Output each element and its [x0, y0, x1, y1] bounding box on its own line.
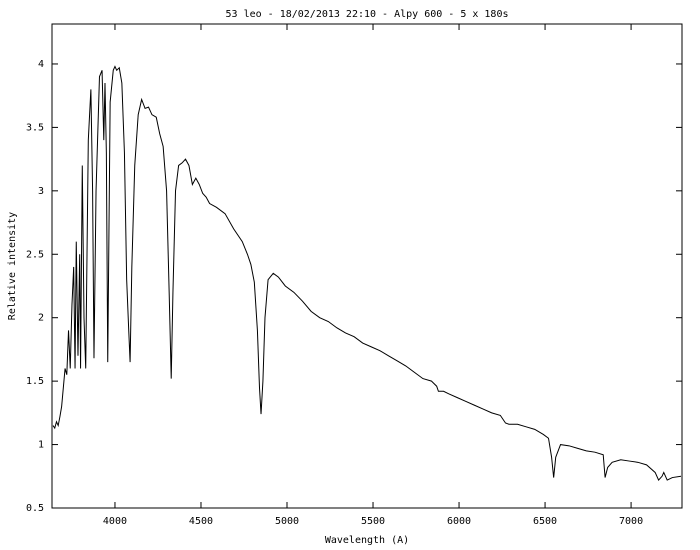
chart-title: 53 leo - 18/02/2013 22:10 - Alpy 600 - 5…	[226, 9, 509, 20]
x-tick-label: 5000	[275, 516, 299, 527]
plot-frame	[51, 23, 683, 509]
y-tick-label: 3	[38, 186, 44, 197]
y-tick-label: 1	[38, 440, 44, 451]
x-tick-label: 5500	[361, 516, 385, 527]
x-tick-label: 6000	[447, 516, 471, 527]
spectrum-line	[52, 65, 682, 481]
x-tick-label: 7000	[619, 516, 643, 527]
y-tick-label: 2.5	[26, 249, 44, 260]
x-tick-label: 4500	[189, 516, 213, 527]
x-tick-label: 6500	[533, 516, 557, 527]
y-tick-label: 3.5	[26, 122, 44, 133]
x-axis-label: Wavelength (A)	[325, 535, 409, 546]
y-axis-label: Relative intensity	[7, 212, 18, 320]
y-tick-label: 2	[38, 313, 44, 324]
x-tick-label: 4000	[103, 516, 127, 527]
y-tick-label: 1.5	[26, 376, 44, 387]
y-tick-label: 4	[38, 59, 44, 70]
y-tick-label: 0.5	[26, 503, 44, 514]
